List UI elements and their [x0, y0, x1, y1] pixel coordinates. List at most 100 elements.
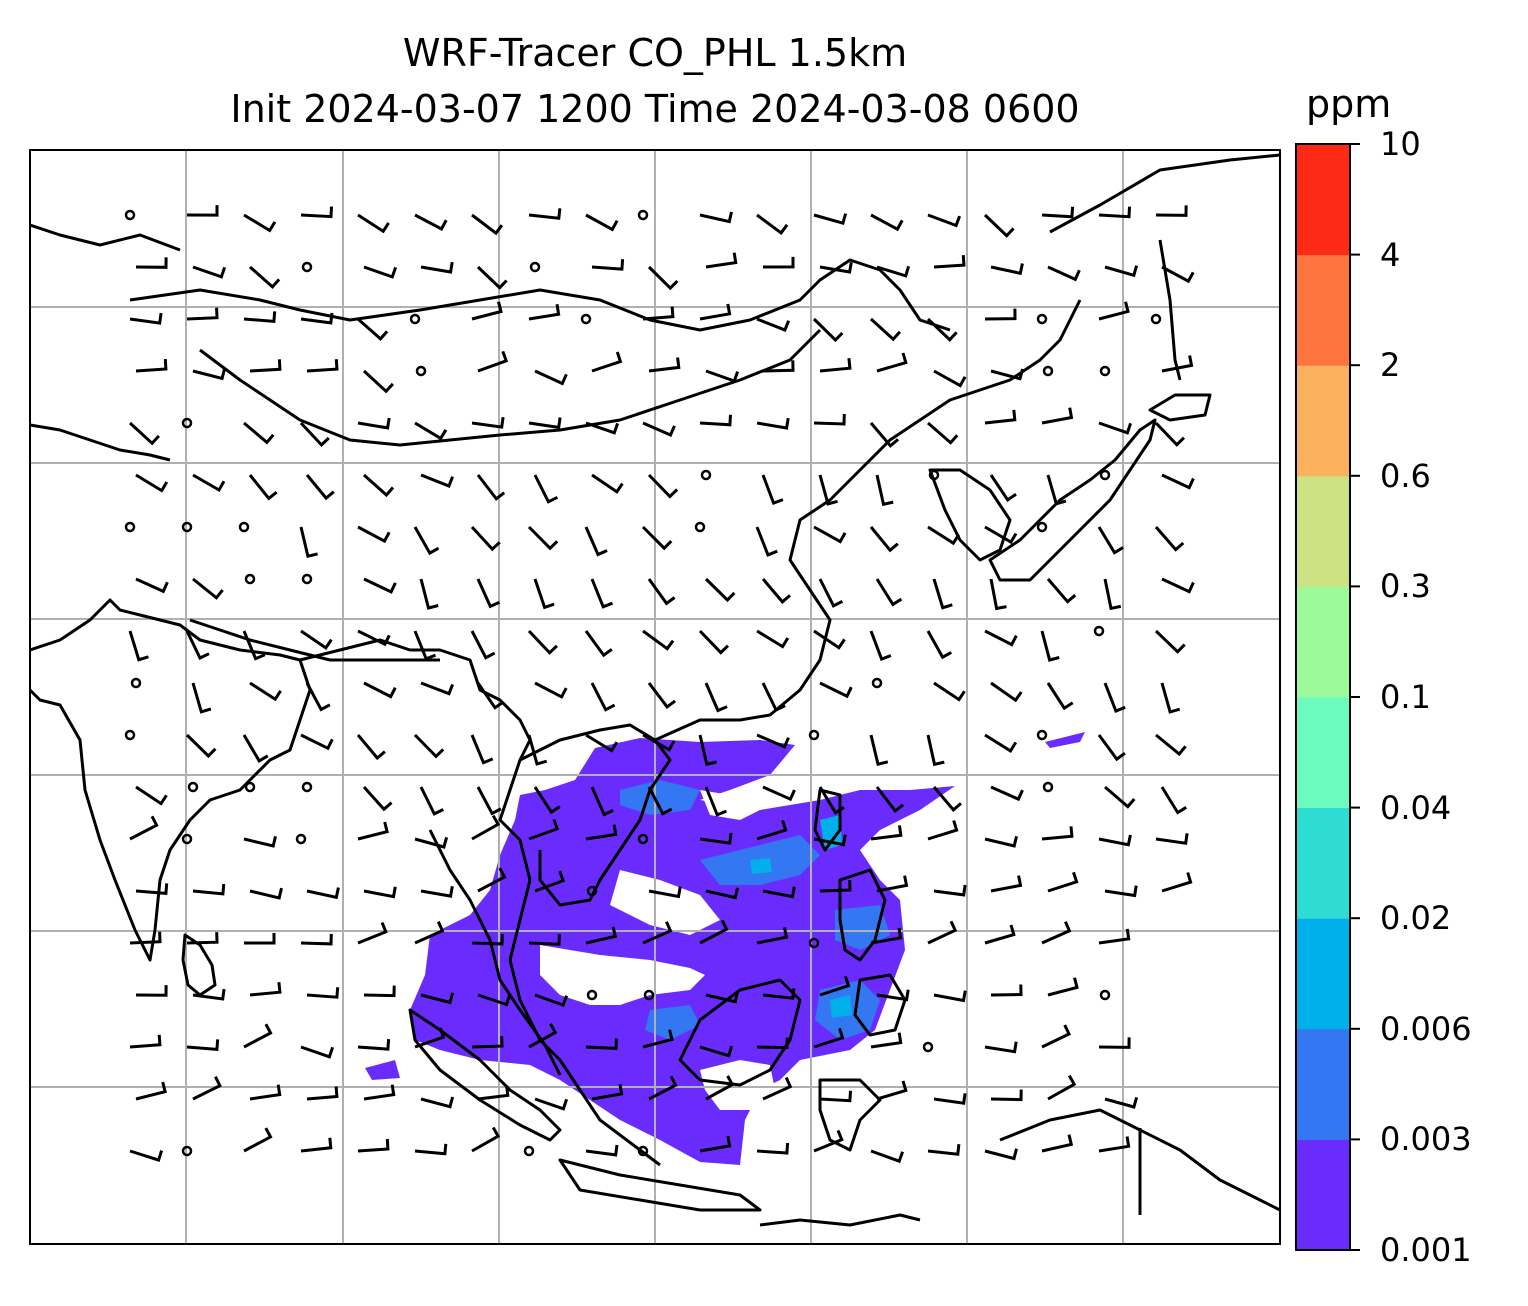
wind-barb — [243, 1127, 273, 1153]
wind-barb — [1047, 1074, 1077, 1101]
wind-barb — [1041, 407, 1074, 425]
coast-borneo — [678, 978, 802, 1087]
wind-barb — [306, 887, 340, 900]
calm-wind-circle — [1099, 989, 1111, 1001]
wind-barb — [300, 312, 334, 325]
colorbar-tick-label: 2 — [1380, 346, 1401, 385]
wind-barb — [705, 369, 740, 383]
wind-barb — [585, 1144, 619, 1157]
colorbar-tick-label: 0.001 — [1380, 1231, 1472, 1269]
wind-barb — [984, 409, 1017, 425]
wind-barb — [242, 630, 266, 661]
wind-barb — [470, 525, 501, 552]
wind-barb — [870, 825, 903, 841]
calm-wind-circle — [1099, 469, 1111, 481]
plume-south-china-sea — [410, 738, 955, 1165]
wind-barb — [869, 526, 899, 553]
wind-barb — [527, 525, 559, 551]
wind-barb — [641, 525, 673, 551]
calm-wind-circle — [1042, 781, 1054, 793]
wind-barb — [933, 681, 966, 702]
wind-barb — [813, 629, 846, 650]
wind-barb — [300, 1137, 333, 1153]
wind-barb — [927, 525, 960, 546]
wind-barb — [1161, 473, 1195, 490]
wind-barb — [819, 681, 853, 699]
wind-barb — [762, 360, 795, 373]
wind-barb — [357, 525, 391, 544]
calm-wind-circle — [1036, 521, 1048, 533]
wind-barb — [819, 1090, 852, 1103]
wind-barb — [813, 1027, 845, 1049]
calm-wind-circle — [409, 313, 421, 325]
wind-barb — [192, 265, 227, 279]
wind-barb — [1103, 682, 1126, 713]
wind-barb — [135, 358, 168, 373]
calm-wind-circle — [871, 677, 883, 689]
wind-barb — [356, 734, 386, 761]
wind-barb — [299, 526, 318, 559]
wind-barb — [761, 578, 791, 605]
coast-taiwan — [813, 788, 842, 852]
wind-barb — [756, 213, 789, 235]
wind-barb — [876, 1080, 908, 1101]
calm-wind-circle — [700, 469, 712, 481]
wind-barb — [357, 317, 389, 342]
wind-barb — [591, 473, 624, 494]
wind-barb — [305, 682, 331, 712]
coast-korea — [928, 468, 1012, 562]
wind-barb — [471, 301, 503, 321]
wind-barb — [470, 630, 496, 660]
wind-barb — [761, 682, 786, 713]
wind-barb — [1040, 630, 1060, 662]
wind-barb — [300, 1045, 335, 1059]
wind-barb — [875, 786, 905, 814]
calm-wind-circles — [124, 209, 1162, 1157]
wind-barb — [135, 473, 169, 493]
wind-barb — [357, 629, 391, 647]
calm-wind-circle — [301, 573, 313, 585]
wind-barb — [476, 265, 508, 290]
wind-barb — [869, 317, 902, 342]
wind-barb — [242, 734, 269, 763]
wind-barb — [300, 629, 333, 650]
wind-barb — [1098, 1037, 1131, 1049]
wind-barb — [984, 835, 1018, 848]
calm-wind-circle — [181, 521, 193, 533]
wind-barb — [584, 630, 613, 658]
wind-barb — [192, 368, 226, 381]
calm-wind-circle — [586, 885, 598, 897]
coast-sakhalin — [1158, 239, 1182, 381]
border-china-west — [199, 328, 822, 447]
wind-barb — [933, 990, 967, 1003]
plume-inner-gap-4 — [610, 870, 720, 935]
wind-barb — [477, 993, 512, 1007]
coast-sri-lanka — [181, 933, 217, 997]
wind-barb — [249, 265, 281, 290]
wind-barb — [476, 682, 505, 710]
wind-barb — [192, 883, 226, 896]
border-kazakh — [30, 423, 171, 462]
wind-barb — [191, 682, 212, 714]
wind-barb — [642, 733, 676, 752]
wind-barb — [534, 1097, 569, 1111]
wind-barb — [477, 867, 507, 893]
wind-barb — [704, 682, 728, 713]
wind-barb — [875, 578, 903, 607]
wind-barb — [699, 919, 729, 945]
wind-barb — [647, 786, 673, 816]
wind-barb — [476, 474, 506, 501]
wind-barb — [363, 985, 396, 998]
wind-barb — [414, 1143, 448, 1156]
wind-barb — [876, 989, 910, 1002]
wind-barb — [249, 982, 282, 997]
wind-barb — [243, 1023, 273, 1049]
wind-barb — [1155, 833, 1189, 845]
wind-barb — [135, 257, 168, 269]
coast-sumatra — [408, 1008, 562, 1142]
calm-wind-circle — [637, 209, 649, 221]
coast-java — [558, 1158, 762, 1212]
wind-barb — [533, 474, 559, 504]
wind-barb — [413, 733, 445, 759]
calm-wind-circle — [181, 417, 193, 429]
